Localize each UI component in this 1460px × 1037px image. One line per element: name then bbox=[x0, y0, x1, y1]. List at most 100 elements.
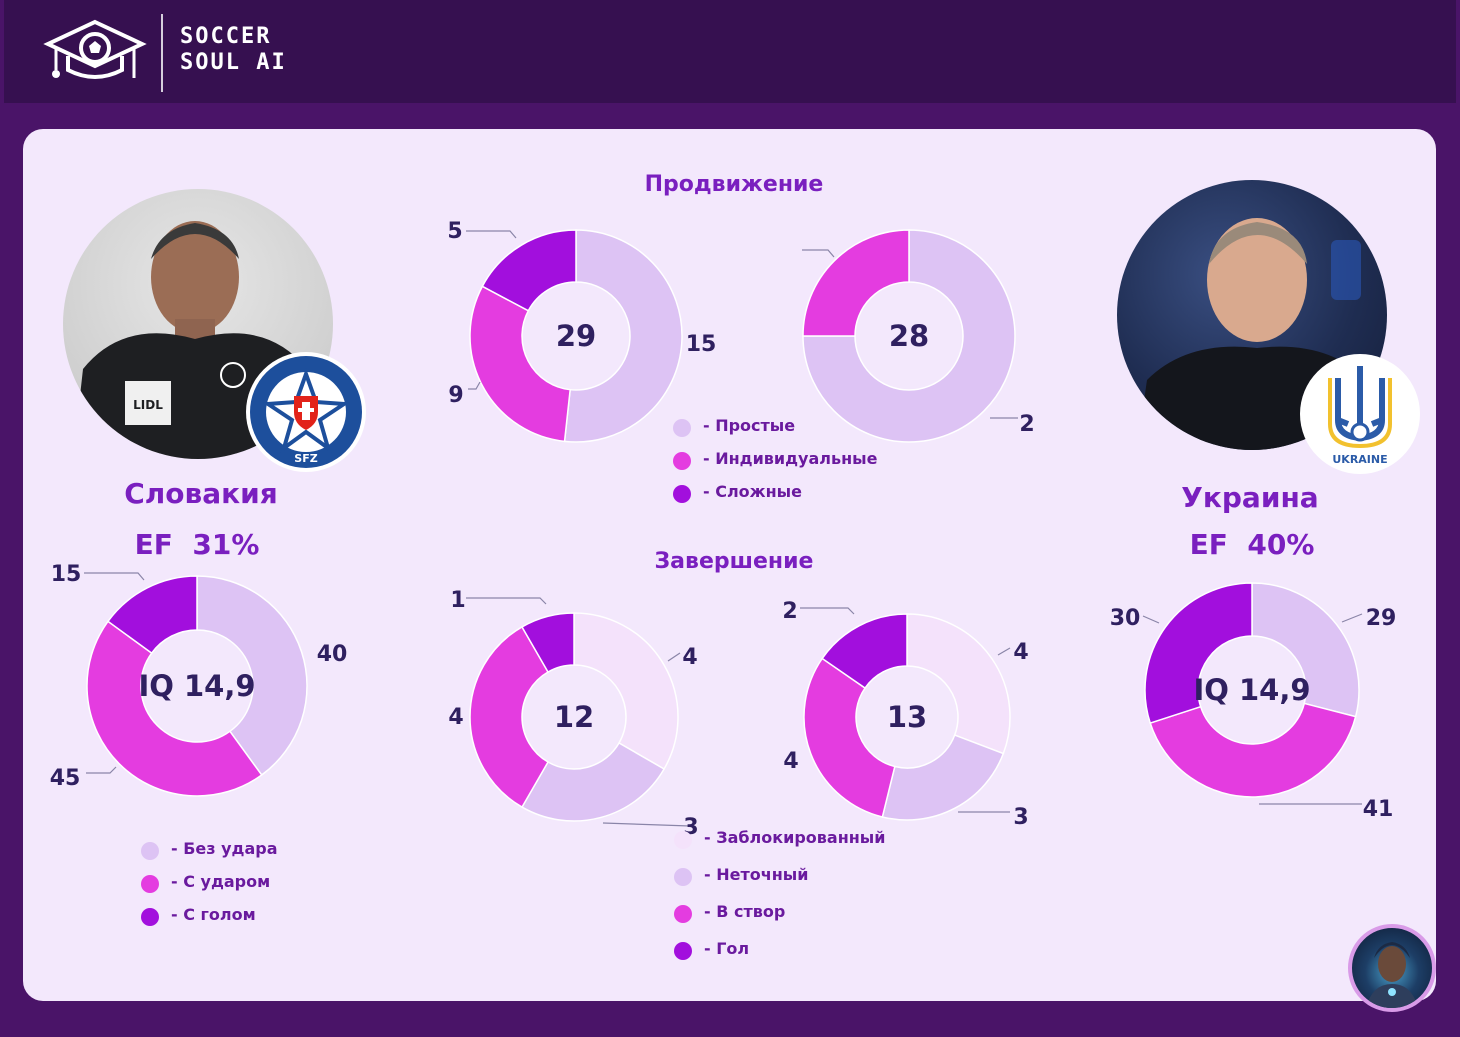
donut-segment-Простые bbox=[802, 229, 1016, 443]
leader-line bbox=[466, 597, 547, 605]
legend-swatch bbox=[141, 842, 159, 860]
donut-segment-С ударом bbox=[1149, 702, 1357, 798]
donut-value-label: 1 bbox=[450, 588, 465, 613]
app-header: SOCCER SOUL AI bbox=[4, 0, 1456, 103]
shots-slovakia-donut: IQ 14,9 40 45 15 bbox=[50, 562, 348, 797]
donut-segment-Заблокированный bbox=[906, 613, 1011, 755]
leader-line bbox=[997, 647, 1011, 656]
legend-swatch bbox=[674, 905, 692, 923]
soccer-ball-graduation-cap-icon bbox=[43, 19, 147, 79]
donut-value-label: 2 bbox=[1019, 412, 1034, 437]
leader-line bbox=[466, 230, 517, 239]
progression-slovakia-donut: 29 15 9 5 bbox=[447, 219, 717, 443]
brand-line-1: SOCCER bbox=[180, 24, 272, 49]
section-title-progression: Продвижение bbox=[644, 172, 824, 197]
sfz-badge-text: SFZ bbox=[294, 452, 317, 465]
svg-text:LIDL: LIDL bbox=[133, 398, 163, 412]
section-title-finishing: Завершение bbox=[654, 549, 814, 574]
donut-segment-Неточный bbox=[881, 734, 1005, 821]
legend-label: - С ударом bbox=[171, 872, 271, 891]
leader-line bbox=[667, 652, 681, 662]
legend-label: - Неточный bbox=[704, 865, 809, 884]
ef-value: 31% bbox=[192, 528, 260, 561]
legend-swatch bbox=[674, 942, 692, 960]
donut-segment-Гол bbox=[821, 613, 908, 690]
avatar-figure-icon bbox=[1366, 942, 1418, 1008]
sfz-logo-icon: SFZ bbox=[250, 356, 362, 468]
ef-ukraine: EF 40% bbox=[1102, 528, 1402, 561]
donut-segment-Сложные bbox=[481, 229, 577, 312]
donut-segment-Без удара bbox=[1251, 582, 1360, 718]
donut-value-label: 30 bbox=[1110, 606, 1141, 631]
legend-swatch bbox=[673, 419, 691, 437]
legend-swatch bbox=[141, 875, 159, 893]
donut-value-label: 15 bbox=[686, 332, 717, 357]
leader-line bbox=[86, 766, 117, 774]
legend-swatch bbox=[141, 908, 159, 926]
brand-line-2: SOUL AI bbox=[180, 50, 287, 75]
ef-slovakia: EF 31% bbox=[47, 528, 347, 561]
leader-line bbox=[84, 572, 145, 581]
ukraine-federation-badge: UKRAINE bbox=[1300, 354, 1420, 474]
leader-line bbox=[802, 249, 835, 258]
assistant-avatar[interactable] bbox=[1348, 924, 1436, 1012]
slovakia-federation-badge: SFZ bbox=[246, 352, 366, 472]
donut-value-label: 4 bbox=[783, 749, 798, 774]
donut-segment-В створ bbox=[803, 657, 896, 818]
ukraine-trident-icon: UKRAINE bbox=[1328, 366, 1392, 466]
shots-ukraine-donut: IQ 14,9 29 41 30 bbox=[1110, 582, 1397, 822]
ef-label: EF bbox=[134, 528, 173, 561]
progression-ukraine-donut: 28 2 bbox=[802, 229, 1035, 443]
team-name-ukraine: Украина bbox=[1181, 481, 1319, 514]
donut-segment-Неточный bbox=[520, 741, 666, 822]
donut-value-label: 4 bbox=[682, 645, 697, 670]
donut-value-label: 40 bbox=[317, 642, 348, 667]
leader-line bbox=[800, 607, 855, 615]
legend-swatch bbox=[674, 831, 692, 849]
legend-label: - Без удара bbox=[171, 839, 278, 858]
donut-value-label: 3 bbox=[1013, 805, 1028, 830]
slovakia-coach-photo: LIDL bbox=[63, 189, 333, 459]
donut-segment-С голом bbox=[1144, 582, 1253, 725]
donut-segment-С ударом bbox=[86, 620, 263, 797]
donut-value-label: 5 bbox=[447, 219, 462, 244]
donut-segment-Заблокированный bbox=[573, 612, 679, 771]
brand-name: SOCCER SOUL AI bbox=[180, 24, 287, 76]
legend-label: - С голом bbox=[171, 905, 256, 924]
donut-center-label: 28 bbox=[889, 319, 929, 353]
legend-label: - В створ bbox=[704, 902, 786, 921]
legend-label: - Индивидуальные bbox=[703, 449, 878, 468]
donut-value-label: 4 bbox=[448, 705, 463, 730]
legend-label: - Сложные bbox=[703, 482, 802, 501]
ukraine-badge-text: UKRAINE bbox=[1332, 453, 1387, 466]
donut-segment-Индивидуальные bbox=[802, 229, 910, 337]
donut-center-label: IQ 14,9 bbox=[1193, 673, 1310, 707]
legend-label: - Заблокированный bbox=[704, 828, 886, 847]
donut-value-label: 15 bbox=[51, 562, 82, 587]
donut-value-label: 29 bbox=[1366, 606, 1397, 631]
donut-segment-В створ bbox=[469, 625, 550, 809]
legend-swatch bbox=[674, 868, 692, 886]
team-name-slovakia: Словакия bbox=[124, 477, 278, 510]
donut-segment-Индивидуальные bbox=[469, 285, 571, 443]
donut-segment-Простые bbox=[563, 229, 683, 443]
donut-segment-Гол bbox=[520, 612, 575, 673]
donut-value-label: 9 bbox=[448, 383, 463, 408]
leader-line bbox=[1142, 615, 1160, 624]
donut-value-label: 2 bbox=[782, 599, 797, 624]
leader-line bbox=[1341, 613, 1363, 623]
legend-label: - Простые bbox=[703, 416, 796, 435]
legend-label: - Гол bbox=[704, 939, 750, 958]
ef-value: 40% bbox=[1247, 528, 1315, 561]
donut-center-label: 29 bbox=[556, 319, 596, 353]
brand-divider bbox=[161, 14, 163, 92]
donut-center-label: IQ 14,9 bbox=[138, 669, 255, 703]
donut-value-label: 45 bbox=[50, 766, 81, 791]
donut-value-label: 4 bbox=[1013, 640, 1028, 665]
donut-center-label: 13 bbox=[887, 700, 927, 734]
ef-label: EF bbox=[1189, 528, 1228, 561]
legend-swatch bbox=[673, 452, 691, 470]
finishing-ukraine-donut: 13 4 3 4 2 bbox=[782, 599, 1028, 830]
